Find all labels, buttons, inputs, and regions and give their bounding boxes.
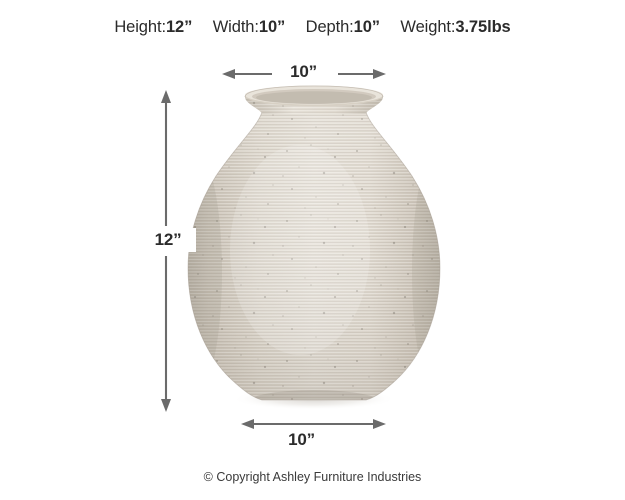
spec-depth: Depth:10” [306, 18, 380, 37]
spec-weight-label: Weight: [400, 18, 456, 36]
spec-weight-value: 3.75lbs [455, 18, 511, 36]
dimension-arrow-left [161, 90, 171, 412]
spec-bar: Height:12” Width:10” Depth:10” Weight:3.… [0, 18, 625, 37]
spec-width-label: Width: [212, 18, 259, 36]
dimension-arrow-top [222, 69, 386, 79]
spec-height-value: 12” [165, 18, 193, 36]
dimension-label-left-text: 12” [154, 230, 182, 249]
spec-depth-label: Depth: [305, 18, 354, 36]
dimension-label-top: 10” [0, 62, 625, 82]
vase-rim [244, 85, 384, 114]
dimension-label-bottom: 10” [0, 430, 625, 450]
dimension-label-left: 12” [140, 228, 196, 252]
copyright-footer: © Copyright Ashley Furniture Industries [203, 470, 422, 484]
spec-height: Height:12” [114, 18, 192, 37]
spec-depth-value: 10” [353, 18, 380, 36]
spec-width: Width:10” [212, 18, 286, 37]
spec-weight: Weight:3.75lbs [400, 18, 510, 37]
vase-body [187, 111, 441, 401]
dimension-label-top-text: 10” [290, 62, 317, 81]
spec-width-value: 10” [258, 18, 286, 36]
dimension-arrow-bottom [241, 419, 386, 429]
spec-height-label: Height: [114, 18, 166, 36]
dimension-label-bottom-text: 10” [288, 430, 315, 449]
